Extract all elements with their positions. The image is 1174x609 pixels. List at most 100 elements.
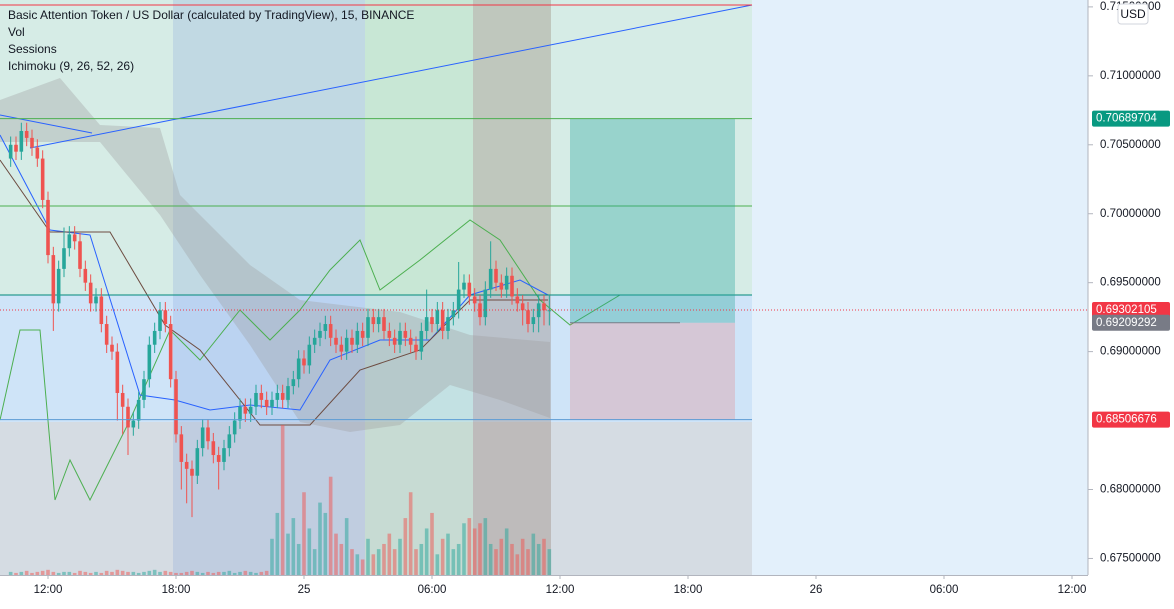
candle-body — [419, 330, 424, 352]
candle-body — [451, 310, 456, 318]
candle-body — [424, 317, 429, 331]
candle-body — [323, 324, 328, 331]
candle-body — [350, 337, 354, 345]
volume-bar — [62, 571, 66, 575]
volume-bar — [51, 571, 56, 575]
volume-bar — [174, 572, 178, 575]
zone — [0, 0, 752, 295]
candle-body — [446, 317, 450, 331]
volume-bar — [24, 570, 29, 575]
volume-bar — [371, 554, 376, 575]
candle-body — [286, 386, 290, 400]
candle-body — [339, 344, 344, 352]
volume-bar — [14, 572, 18, 575]
volume-bar — [238, 571, 242, 575]
volume-bar — [318, 502, 322, 575]
candle-body — [206, 427, 210, 442]
candle-body — [56, 268, 61, 304]
candle-body — [270, 399, 274, 407]
volume-bar — [334, 533, 338, 575]
volume-bar — [222, 571, 226, 575]
candle-body — [403, 330, 408, 338]
candle-body — [78, 241, 82, 269]
candle-body — [67, 234, 72, 249]
volume-bar — [94, 571, 98, 575]
volume-bar — [163, 570, 168, 575]
legend: Basic Attention Token / US Dollar (calcu… — [8, 8, 414, 73]
candle-body — [211, 441, 216, 456]
currency-button[interactable] — [1117, 3, 1149, 25]
volume-bar — [126, 571, 130, 575]
candle-body — [366, 317, 370, 338]
volume-bar — [19, 571, 24, 575]
candle-body — [355, 330, 360, 345]
legend-item: Vol — [8, 25, 25, 39]
volume-bar — [216, 571, 221, 575]
candle-body — [83, 268, 88, 283]
y-tick-label: 0.67500000 — [1100, 552, 1161, 564]
candle-body — [536, 303, 541, 318]
candle-body — [510, 275, 514, 297]
candle-body — [430, 317, 434, 325]
volume-bar — [547, 549, 552, 575]
x-tick-label: 18:00 — [674, 584, 703, 596]
volume-bar — [392, 549, 397, 575]
volume-bar — [536, 543, 541, 575]
volume-bar — [152, 569, 157, 575]
candle-body — [8, 144, 13, 159]
candle-body — [456, 289, 461, 311]
volume-bar — [270, 538, 274, 575]
candle-body — [126, 406, 130, 428]
candle-body — [515, 296, 520, 304]
volume-bar — [403, 518, 408, 575]
candle-body — [254, 392, 258, 407]
candle-body — [387, 330, 392, 338]
volume-bar — [328, 476, 333, 575]
volume-bar — [8, 571, 13, 575]
x-tick-label: 26 — [810, 584, 823, 596]
volume-bar — [408, 492, 413, 575]
candle-body — [158, 310, 162, 331]
candle-body — [259, 392, 264, 400]
candle-body — [72, 234, 77, 242]
volume-bar — [131, 571, 136, 575]
candle-body — [520, 303, 525, 311]
price-label-box — [1092, 110, 1170, 127]
volume-bar — [30, 572, 34, 575]
candle-body — [174, 379, 178, 435]
background — [0, 0, 1088, 575]
x-tick-label: 12:00 — [34, 584, 63, 596]
price-label-box — [1092, 411, 1170, 428]
volume-bar — [227, 570, 232, 575]
volume-bar — [382, 543, 386, 575]
volume-bar — [200, 572, 205, 575]
volume-bar — [168, 571, 173, 575]
volume-bar — [515, 554, 520, 575]
volume-bar — [83, 571, 88, 575]
candle-body — [499, 282, 504, 290]
candle-body — [94, 296, 98, 304]
volume-bar — [355, 554, 360, 575]
candle-body — [30, 137, 34, 148]
candle-body — [62, 248, 66, 269]
candle-body — [35, 147, 40, 159]
candle-body — [195, 448, 200, 476]
volume-bar — [419, 543, 424, 575]
candle-body — [168, 324, 173, 380]
volume-bar — [142, 571, 146, 575]
volume-bar — [387, 533, 392, 575]
volume-bar — [78, 570, 82, 575]
candle-body — [232, 420, 237, 435]
volume-bar — [243, 570, 248, 575]
volume-bar — [206, 571, 210, 575]
x-tick-label: 06:00 — [930, 584, 959, 596]
volume-bar — [414, 549, 418, 575]
candle-body — [19, 130, 24, 152]
volume-bar — [232, 572, 237, 575]
candle-body — [462, 282, 466, 290]
volume-bar — [254, 572, 258, 575]
price-label-box — [1092, 314, 1170, 331]
x-tick-label: 25 — [298, 584, 311, 596]
volume-bar — [275, 512, 280, 575]
candle-body — [110, 344, 114, 352]
